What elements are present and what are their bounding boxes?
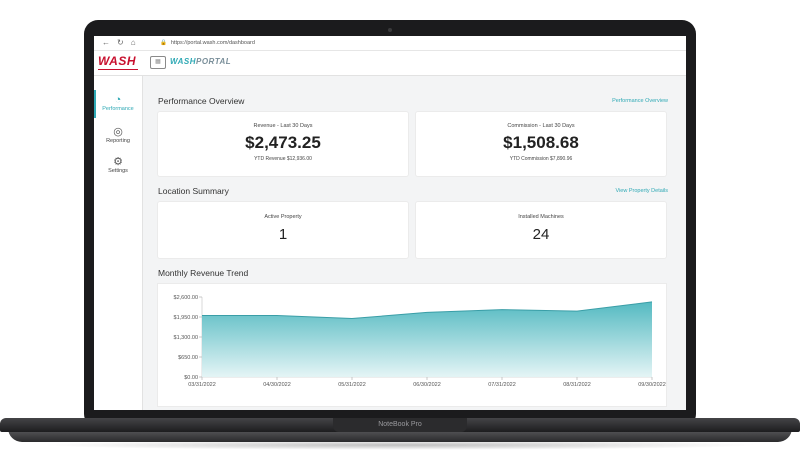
x-tick-label: 08/31/2022 <box>563 382 591 388</box>
x-tick-label: 07/31/2022 <box>488 382 516 388</box>
gear-icon: ⚙ <box>113 156 123 168</box>
sidebar-item-reporting[interactable]: ◎ Reporting <box>94 126 142 144</box>
main-content: Performance Overview Performance Overvie… <box>142 76 686 410</box>
x-tick-label: 09/30/2022 <box>638 382 666 388</box>
commission-card: Commission - Last 30 Days $1,508.68 YTD … <box>416 112 666 176</box>
trend-title: Monthly Revenue Trend <box>158 268 249 278</box>
revenue-chart-card: $0.00 $650.00 $1,300.00 $1,950.00 $2,600.00 0… <box>158 284 666 406</box>
screen: ← ↻ ⌂ 🔒 https://portal.wash.com/dashboard… <box>94 36 686 410</box>
revenue-label: Revenue - Last 30 Days <box>253 123 313 129</box>
active-property-label: Active Property <box>264 214 302 220</box>
chart-globe-icon: ◎ <box>113 126 123 138</box>
performance-title: Performance Overview <box>158 96 245 106</box>
portal-title: WASHPORTAL <box>170 57 231 66</box>
ytd-revenue: YTD Revenue $12,936.00 <box>254 156 312 162</box>
reload-icon[interactable]: ↻ <box>117 38 124 47</box>
revenue-value: $2,473.25 <box>245 133 321 152</box>
browser-bar: ← ↻ ⌂ 🔒 https://portal.wash.com/dashboard <box>94 36 686 51</box>
x-tick-label: 05/31/2022 <box>338 382 366 388</box>
laptop-notch <box>333 418 467 432</box>
location-title: Location Summary <box>158 186 229 196</box>
url-text: https://portal.wash.com/dashboard <box>170 40 255 46</box>
revenue-line <box>202 301 653 320</box>
wash-logo[interactable]: WASH <box>98 54 136 68</box>
y-tick-label: $650.00 <box>178 355 198 361</box>
x-tick-label: 03/31/2022 <box>188 382 216 388</box>
lock-icon: 🔒 <box>160 40 167 46</box>
view-property-details-link[interactable]: View Property Details <box>615 188 668 194</box>
logo-underline <box>98 69 138 70</box>
address-bar[interactable]: 🔒 https://portal.wash.com/dashboard <box>160 39 255 47</box>
revenue-area <box>202 301 652 377</box>
sidebar: ◔ Performance ◎ Reporting ⚙ Settings <box>94 76 143 410</box>
camera <box>388 28 392 32</box>
revenue-card: Revenue - Last 30 Days $2,473.25 YTD Rev… <box>158 112 408 176</box>
performance-overview-link[interactable]: Performance Overview <box>612 98 668 104</box>
sidebar-item-label: Reporting <box>106 138 130 144</box>
home-icon[interactable]: ⌂ <box>130 38 136 47</box>
portal-icon: ▦ <box>150 56 166 69</box>
portal-title-prefix: WASH <box>170 57 196 66</box>
sidebar-item-label: Performance <box>102 106 134 112</box>
portal-title-suffix: PORTAL <box>196 57 232 66</box>
app-header: WASH ▦ WASHPORTAL <box>94 51 686 76</box>
commission-label: Commission - Last 30 Days <box>507 123 575 129</box>
y-tick-label: $1,950.00 <box>174 315 198 321</box>
y-tick-label: $2,600.00 <box>174 295 198 301</box>
x-tick-label: 06/30/2022 <box>413 382 441 388</box>
y-tick-label: $1,300.00 <box>174 335 198 341</box>
installed-machines-label: Installed Machines <box>518 214 564 220</box>
ytd-commission: YTD Commission $7,890.96 <box>509 156 573 162</box>
gauge-icon: ◔ <box>114 94 122 106</box>
sidebar-item-settings[interactable]: ⚙ Settings <box>94 156 142 174</box>
active-property-card: Active Property 1 <box>158 202 408 258</box>
active-property-value: 1 <box>278 226 288 243</box>
active-indicator <box>94 90 96 118</box>
installed-machines-value: 24 <box>532 226 550 243</box>
y-tick-label: $0.00 <box>184 375 198 381</box>
laptop-shadow <box>40 440 760 450</box>
sidebar-item-performance[interactable]: ◔ Performance <box>94 94 142 112</box>
revenue-chart: $0.00 $650.00 $1,300.00 $1,950.00 $2,600.00 0… <box>174 295 666 388</box>
installed-machines-card: Installed Machines 24 <box>416 202 666 258</box>
x-tick-label: 04/30/2022 <box>263 382 291 388</box>
laptop-brand: NoteBook Pro <box>378 421 422 428</box>
sidebar-item-label: Settings <box>108 168 128 174</box>
commission-value: $1,508.68 <box>503 133 579 152</box>
back-icon[interactable]: ← <box>102 38 110 47</box>
browser-controls: ← ↻ ⌂ <box>102 38 136 48</box>
